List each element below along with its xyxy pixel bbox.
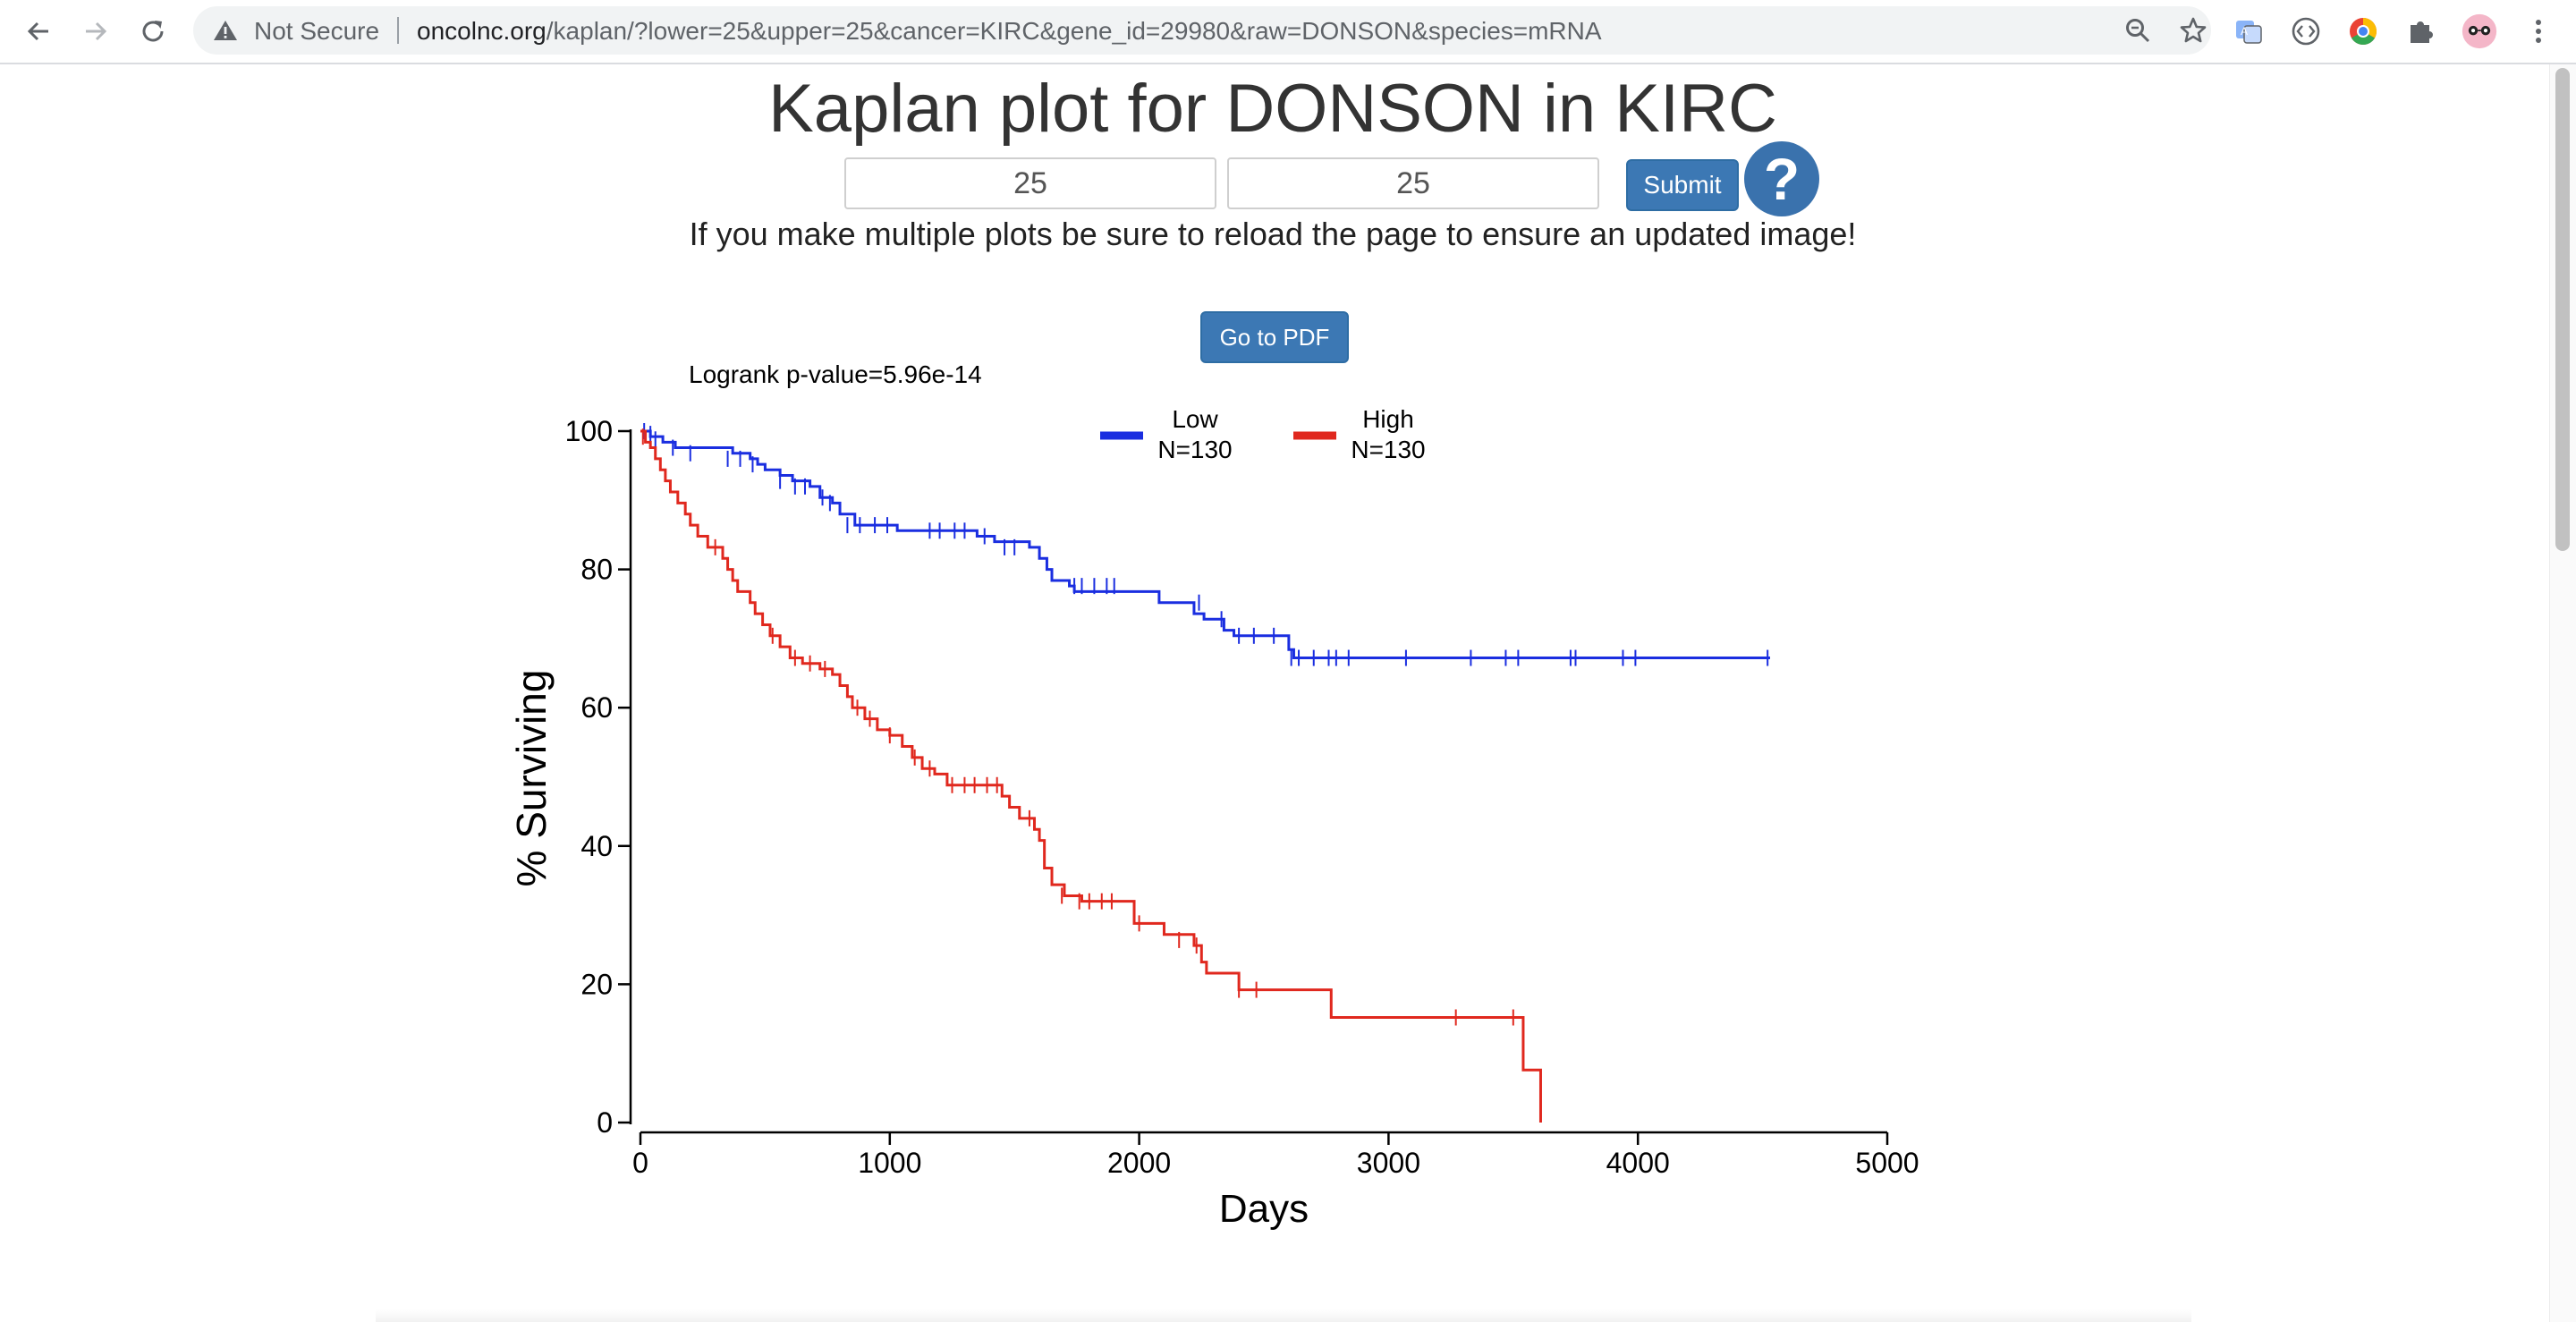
code-extension-icon[interactable] [2288, 13, 2324, 49]
puzzle-extension-icon[interactable] [2402, 13, 2438, 49]
y-tick-label: 100 [565, 415, 613, 447]
y-tick-label: 60 [580, 691, 613, 724]
x-tick-label: 1000 [858, 1147, 921, 1179]
reload-icon[interactable] [132, 11, 174, 52]
x-tick-label: 3000 [1357, 1147, 1420, 1179]
warning-icon [213, 19, 238, 47]
submit-button[interactable]: Submit [1626, 159, 1739, 211]
scrollbar-thumb[interactable] [2555, 68, 2570, 551]
legend-count-low: N=130 [1157, 436, 1232, 463]
reload-note: If you make multiple plots be sure to re… [689, 216, 1857, 252]
star-icon[interactable] [2177, 14, 2209, 47]
legend-label-low: Low [1172, 405, 1218, 433]
page-bottom-shadow [376, 1309, 2191, 1322]
url-host: oncolnc.org [417, 17, 547, 45]
lower-percentile-input[interactable] [844, 157, 1216, 209]
y-tick-label: 20 [580, 968, 613, 1000]
x-tick-label: 4000 [1606, 1147, 1670, 1179]
legend-label-high: High [1362, 405, 1414, 433]
y-tick-label: 80 [580, 554, 613, 586]
zoom-icon[interactable] [2122, 14, 2154, 47]
chrome-color-extension-icon[interactable] [2345, 13, 2381, 49]
y-axis-label: % Surviving [508, 670, 555, 887]
x-axis-label: Days [1219, 1187, 1309, 1231]
url-path: /kaplan/?lower=25&upper=25&cancer=KIRC&g… [546, 17, 1602, 45]
survival-curve-low [640, 429, 1770, 660]
help-question-icon[interactable]: ? [1744, 141, 1819, 216]
y-tick-label: 40 [580, 830, 613, 862]
x-tick-label: 5000 [1855, 1147, 1919, 1179]
upper-percentile-input[interactable] [1227, 157, 1599, 209]
survival-curve-high [640, 429, 1542, 1123]
url-text[interactable]: oncolnc.org/kaplan/?lower=25&upper=25&ca… [417, 17, 1602, 46]
svg-text:A: A [2241, 25, 2248, 38]
x-tick-label: 2000 [1107, 1147, 1171, 1179]
y-tick-label: 0 [597, 1106, 613, 1139]
address-bar[interactable]: Not Secure oncolnc.org/kaplan/?lower=25&… [193, 6, 2211, 55]
translate-extension-icon[interactable]: A [2231, 13, 2267, 49]
browser-toolbar: Not Secure oncolnc.org/kaplan/?lower=25&… [0, 0, 2576, 64]
page-title: Kaplan plot for DONSON in KIRC [768, 71, 1777, 147]
forward-arrow-icon[interactable] [75, 11, 116, 52]
omnibox-divider [397, 17, 399, 44]
security-status[interactable]: Not Secure [254, 17, 380, 45]
go-to-pdf-button[interactable]: Go to PDF [1200, 311, 1349, 363]
x-tick-label: 0 [632, 1147, 648, 1179]
kebab-menu-icon[interactable] [2521, 13, 2556, 49]
legend-count-high: N=130 [1351, 436, 1425, 463]
back-arrow-icon[interactable] [18, 11, 59, 52]
logrank-pvalue-annotation: Logrank p-value=5.96e-14 [689, 360, 982, 388]
profile-avatar-icon[interactable] [2462, 13, 2497, 49]
